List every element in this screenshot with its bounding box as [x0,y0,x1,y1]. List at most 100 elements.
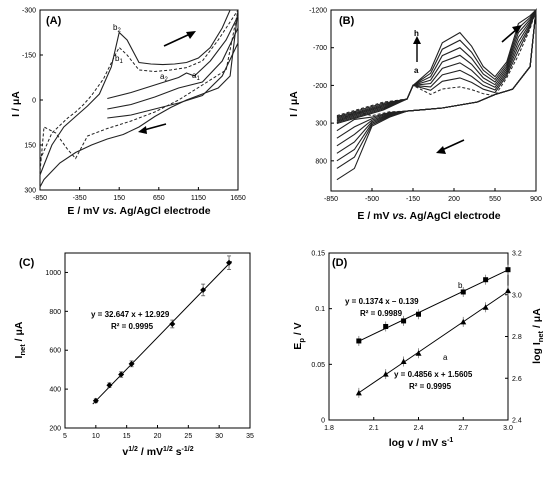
x-tick-label: -350 [73,195,87,202]
y-tick-label: -200 [313,83,327,90]
panel-c-ylabel: Inet / μA [13,321,27,358]
data-point-b [483,277,489,283]
data-point [128,360,135,367]
panel-c: (C) 5 10 15 20 25 30 35 200 400 600 800 1000 y = 32… [13,252,254,458]
data-point [106,382,113,389]
data-point-b [401,318,407,324]
data-point-a [460,318,467,325]
data-point-a [400,358,407,365]
y-tick-label: -1200 [309,8,327,15]
data-point [169,320,176,327]
voltammogram-curve-1 [39,9,239,188]
scan-rate-curve-7 [336,8,537,169]
reverse-scan-arrow-b [441,139,465,151]
voltammogram-curve-2 [39,9,239,173]
y-tick-label-right: 2.8 [512,334,522,341]
panel-d-xlabel: log v / mV s-1 [389,437,454,449]
peak-label-a1: a1 [192,71,200,82]
y-tick-label-right: 2.6 [512,376,522,383]
reverse-scan-arrowhead [138,126,147,134]
peak-label-b1: b1 [115,54,123,65]
x-tick-label: 1150 [191,195,206,202]
y-tick-label: -150 [22,53,36,60]
panel-a: (A) -850 -350 150 650 1150 1650 -300 -150 0 150 30… [10,8,246,218]
data-point-a [505,287,511,294]
peak-label-b2: b2 [113,23,121,34]
x-tick-label: 30 [215,433,223,440]
x-tick-label: -850 [324,196,338,203]
fit-r2-b: R² = 0.9989 [360,309,403,318]
y-tick-label: 300 [24,188,36,195]
panel-a-label: (A) [46,15,62,27]
panel-c-xlabel: v1/2 / mV1/2 s-1/2 [122,446,193,458]
y-tick-label: -300 [22,8,36,15]
fit-equation-c: y = 32.647 x + 12.929 [91,310,170,319]
panel-a-ylabel: I / μA [10,91,22,117]
x-tick-label: 3.0 [503,425,513,432]
data-point-a [382,371,389,377]
data-point [118,371,125,378]
x-tick-label: 900 [530,196,542,203]
y-tick-label: 400 [49,387,61,394]
x-tick-label: 2.7 [458,425,468,432]
reverse-scan-arrow [143,123,167,131]
scan-rate-curve-3 [336,9,537,139]
y-tick-label: 600 [49,348,61,355]
reverse-scan-arrowhead-b [436,146,446,154]
fit-line-c [92,260,232,405]
x-tick-label: 1.8 [324,425,334,432]
data-point-b [383,323,389,329]
x-tick-label: 150 [113,195,125,202]
panel-b-label: (B) [339,15,355,27]
panel-c-frame [64,252,251,429]
voltammogram-curve-5 [107,42,239,119]
series-label-b: b [458,281,463,290]
scan-rate-arrowhead [413,36,421,44]
y-tick-label-left: 0.05 [311,362,325,369]
y-tick-label: 150 [24,143,36,150]
y-tick-label-right: 3.2 [512,251,522,258]
forward-scan-arrow [163,33,191,47]
data-point-b [460,289,466,295]
data-point-b [505,267,511,273]
y-tick-label: 0 [32,98,36,105]
panel-a-xlabel: E / mV vs. Ag/AgCl electrode [67,205,210,217]
y-tick-label-left: 0.1 [315,306,325,313]
data-point [226,259,233,266]
y-tick-label-right: 2.4 [512,418,522,425]
y-tick-label: -700 [313,45,327,52]
x-tick-label: 15 [123,433,131,440]
x-tick-label: -500 [365,196,379,203]
data-point-b [416,311,421,317]
panel-b-ylabel: I / μA [288,91,300,117]
panel-d-ylabel-left: Ep / V [292,322,306,349]
x-tick-label: -850 [33,195,47,202]
y-tick-label-left: 0.15 [311,251,325,258]
panel-d-frame [328,252,509,421]
x-tick-label: 1650 [230,195,246,202]
y-tick-label: 1000 [45,270,61,277]
scan-rate-curve-4 [336,9,537,147]
peak-label-a2: a2 [160,72,168,83]
panel-d: (D) 1.8 2.1 2.4 2.7 3.0 0 0.05 0.1 0.15 2.4 2.6 2.8… [292,251,545,450]
y-tick-label: 800 [315,158,327,165]
x-tick-label: 200 [448,196,460,203]
x-tick-label: 10 [92,433,100,440]
data-point-a [355,389,362,396]
series-label-a: a [443,353,448,362]
y-tick-label: 200 [49,426,61,433]
panel-a-frame [39,9,239,191]
fit-equation-a: y = 0.4856 x + 1.5605 [394,370,473,379]
data-point [200,286,207,293]
x-tick-label: 650 [153,195,165,202]
fit-equation-b: y = 0.1374 x – 0.139 [345,297,419,306]
panel-b-xlabel: E / mV vs. Ag/AgCl electrode [357,210,500,222]
panel-c-label: (C) [19,257,35,269]
panel-b: (B) -850 -500 -150 200 550 900 -1200 -700 -200 30… [288,8,542,223]
data-point-a [415,350,422,356]
fit-r2-a: R² = 0.9995 [409,382,452,391]
x-tick-label: 550 [489,196,501,203]
y-tick-label-right: 3.0 [512,292,522,299]
forward-scan-arrowhead [186,31,196,39]
